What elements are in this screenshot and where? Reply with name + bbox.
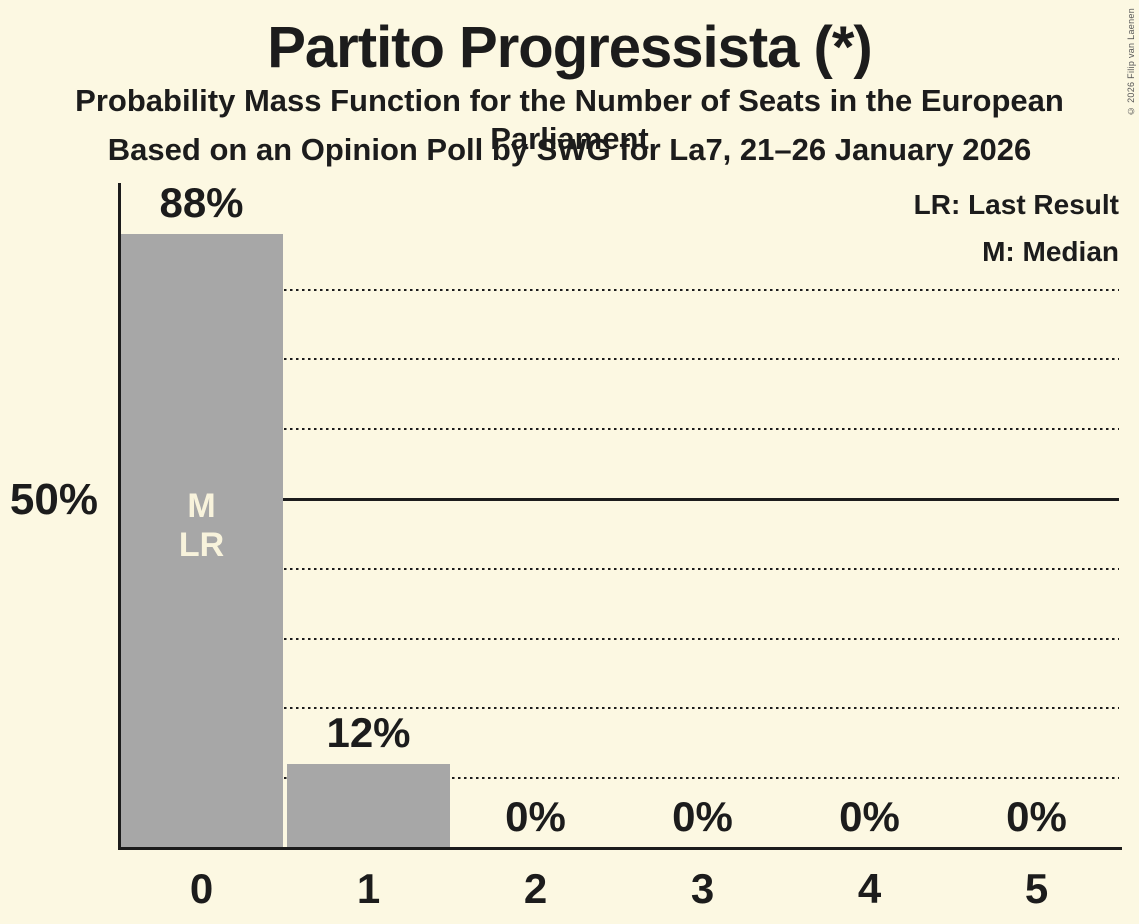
bar-seats-1 <box>287 764 450 848</box>
legend-median: M: Median <box>982 236 1119 267</box>
y-axis-50pct-label: 50% <box>9 475 98 524</box>
x-tick-4: 4 <box>857 865 882 912</box>
x-tick-0: 0 <box>189 865 214 912</box>
x-tick-2: 2 <box>523 865 548 912</box>
bar-seats-0 <box>120 234 283 848</box>
last-result-marker: LR <box>178 526 225 564</box>
x-tick-1: 1 <box>356 865 381 912</box>
value-label-seats-5: 0% <box>1006 793 1067 840</box>
gridline-dotted-60pct <box>122 428 1119 431</box>
gridline-dotted-70pct <box>122 358 1119 361</box>
value-label-seats-0: 88% <box>159 179 244 226</box>
x-axis-line <box>118 847 1122 850</box>
x-tick-5: 5 <box>1024 865 1049 912</box>
median-marker: M <box>187 487 216 525</box>
gridline-dotted-10pct <box>122 777 1119 780</box>
value-label-seats-4: 0% <box>839 793 900 840</box>
gridline-solid-50pct <box>122 497 1119 501</box>
gridline-dotted-80pct <box>122 288 1119 291</box>
median-last-result-annotation: M LR <box>120 487 283 565</box>
gridline-dotted-30pct <box>122 637 1119 640</box>
gridline-dotted-40pct <box>122 567 1119 570</box>
value-label-seats-1: 12% <box>326 709 411 756</box>
y-axis-line <box>118 183 121 850</box>
x-tick-3: 3 <box>690 865 715 912</box>
poll-info: Based on an Opinion Poll by SWG for La7,… <box>107 132 1032 167</box>
value-label-seats-2: 0% <box>505 793 566 840</box>
legend: LR: Last Result M: Median <box>914 181 1119 275</box>
legend-last-result: LR: Last Result <box>913 189 1119 220</box>
chart-title: Partito Progressista (*) <box>267 15 873 80</box>
copyright-notice: © 2026 Filip van Laenen <box>1126 8 1136 116</box>
gridline-dotted-20pct <box>122 707 1119 710</box>
chart-subtitle: Probability Mass Function for the Number… <box>75 83 1064 156</box>
value-label-seats-3: 0% <box>672 793 733 840</box>
